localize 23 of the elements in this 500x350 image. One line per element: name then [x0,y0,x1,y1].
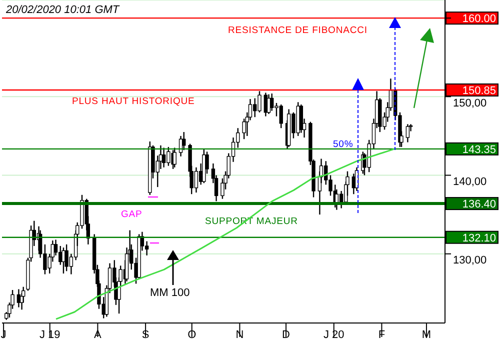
ref-line-label: 132.10 [462,232,496,244]
x-tick-label: J 20 [323,328,344,341]
x-tick-label: M [422,328,432,341]
annotation: 50% [333,139,354,150]
x-tick-label: S [142,328,150,341]
annotation: PLUS HAUT HISTORIQUE [72,96,195,107]
x-tick-label: J [0,328,6,341]
x-tick-label: J 19 [39,328,60,341]
ref-line-label: 150.85 [462,84,496,97]
annotation: RESISTANCE DE FIBONACCI [228,25,368,36]
y-tick-label: 150,00 [453,98,487,110]
ref-line-label: 143.35 [462,144,496,156]
y-tick-label: 130,00 [453,254,487,267]
x-tick-label: D [282,328,290,341]
series-label: MM 100 [150,287,190,299]
annotation: GAP [121,209,142,220]
x-tick-label: N [236,328,244,341]
chart-title: 20/02/2020 10:01 GMT [5,4,120,16]
ref-line-label: 136.40 [462,198,496,211]
y-tick-label: 140,00 [453,176,487,188]
x-tick-label: O [188,328,197,341]
ref-line-label: 160.00 [462,13,496,26]
x-tick-label: A [94,328,102,341]
